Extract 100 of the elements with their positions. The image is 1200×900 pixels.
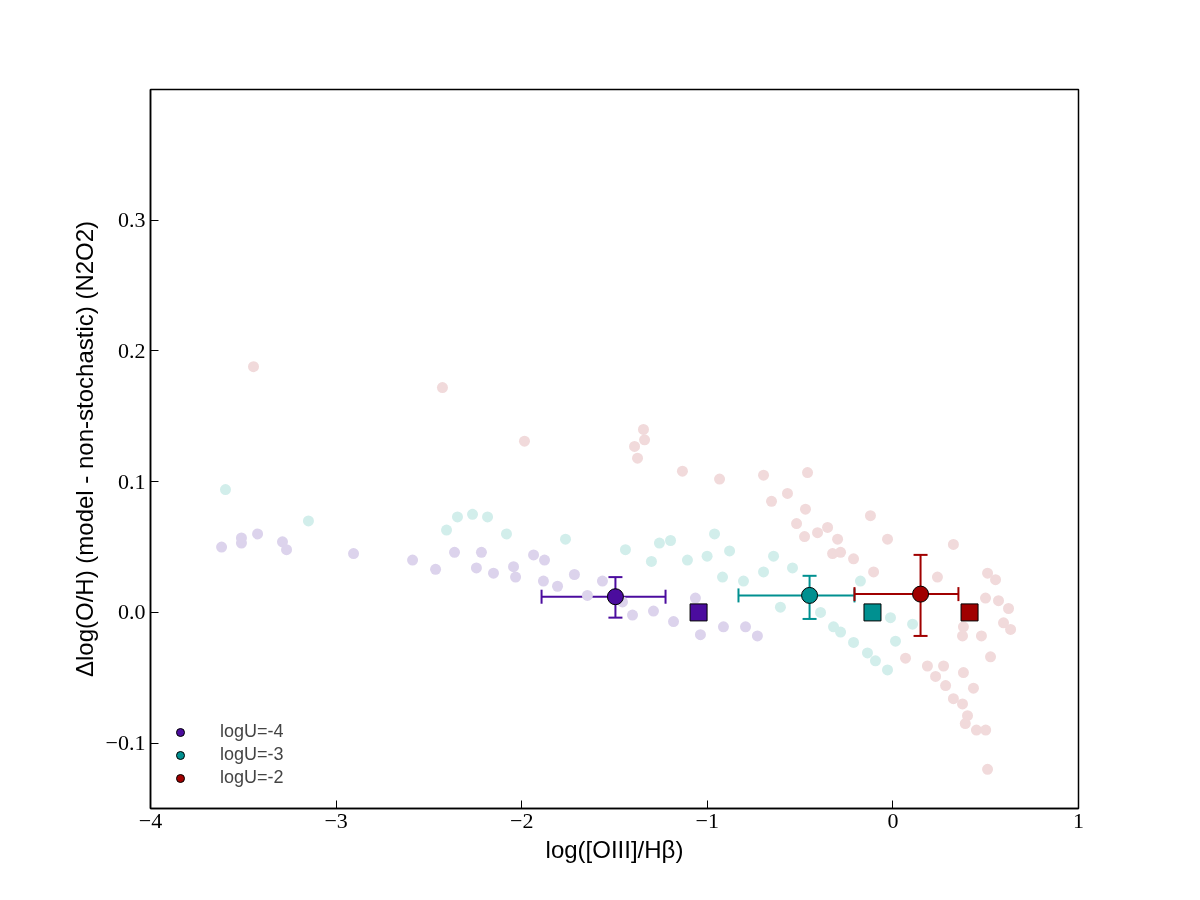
point bbox=[709, 528, 721, 540]
point bbox=[799, 503, 811, 515]
point bbox=[302, 515, 314, 527]
point bbox=[869, 655, 881, 667]
point bbox=[980, 724, 992, 736]
point bbox=[665, 535, 677, 546]
point bbox=[740, 621, 752, 633]
point bbox=[681, 554, 693, 566]
point bbox=[967, 682, 979, 694]
x-tick-label: −4 bbox=[138, 807, 163, 833]
point bbox=[248, 361, 260, 373]
point bbox=[475, 546, 487, 558]
point bbox=[828, 621, 840, 633]
point bbox=[957, 621, 969, 633]
point bbox=[835, 546, 847, 558]
point bbox=[689, 603, 708, 622]
point bbox=[960, 603, 979, 622]
point bbox=[717, 571, 729, 583]
y-tick-label: 0.0 bbox=[118, 599, 146, 625]
point bbox=[508, 561, 520, 573]
legend-label: logU=-2 bbox=[220, 767, 284, 788]
point bbox=[694, 629, 706, 641]
point bbox=[281, 544, 293, 556]
point bbox=[959, 718, 971, 730]
point bbox=[470, 562, 482, 574]
point bbox=[835, 626, 847, 638]
point bbox=[768, 550, 780, 562]
point bbox=[714, 473, 726, 485]
point bbox=[868, 566, 880, 578]
point bbox=[441, 524, 453, 536]
point bbox=[539, 554, 551, 566]
point bbox=[781, 487, 793, 499]
point bbox=[518, 435, 530, 447]
point bbox=[751, 630, 763, 642]
point bbox=[975, 630, 987, 642]
point bbox=[774, 601, 786, 613]
point bbox=[430, 563, 442, 575]
point bbox=[568, 569, 580, 580]
point bbox=[931, 571, 943, 583]
point bbox=[791, 518, 803, 529]
point bbox=[689, 592, 701, 604]
x-tick-label: 0 bbox=[887, 807, 899, 833]
point bbox=[407, 554, 419, 566]
point bbox=[348, 548, 360, 560]
x-tick-label: −2 bbox=[510, 807, 534, 833]
point bbox=[1003, 603, 1015, 614]
point bbox=[629, 440, 641, 452]
point bbox=[436, 382, 448, 394]
y-axis-title: Δlog(O/H) (model - non-stochastic) (N2O2) bbox=[70, 220, 98, 678]
point bbox=[632, 452, 644, 464]
point bbox=[528, 549, 540, 561]
point bbox=[940, 680, 952, 692]
point bbox=[848, 553, 860, 565]
y-tick-label: 0.1 bbox=[118, 468, 146, 494]
y-tick-label: −0.1 bbox=[105, 730, 146, 756]
point bbox=[276, 536, 288, 548]
point bbox=[957, 630, 968, 642]
point bbox=[907, 618, 919, 630]
point bbox=[653, 537, 665, 549]
point bbox=[724, 545, 736, 557]
point bbox=[766, 495, 778, 507]
point bbox=[668, 616, 680, 628]
point bbox=[717, 621, 729, 633]
y-tick-label: 0.2 bbox=[118, 337, 146, 363]
point bbox=[701, 550, 713, 562]
point bbox=[912, 585, 930, 603]
point bbox=[993, 595, 1005, 607]
point bbox=[938, 660, 950, 672]
point bbox=[947, 693, 959, 705]
point bbox=[758, 566, 770, 578]
x-tick-label: 1 bbox=[1073, 807, 1084, 833]
point bbox=[627, 609, 638, 621]
point bbox=[510, 571, 522, 583]
point bbox=[985, 651, 997, 663]
point bbox=[581, 589, 593, 601]
legend-label: logU=-3 bbox=[220, 744, 284, 765]
point bbox=[890, 635, 901, 647]
x-tick-label: −1 bbox=[695, 807, 720, 833]
x-axis-title: log([OIII]/Hβ) bbox=[545, 835, 684, 863]
point bbox=[990, 574, 1002, 586]
point bbox=[930, 670, 942, 682]
point bbox=[957, 698, 968, 710]
point bbox=[560, 533, 571, 545]
point bbox=[252, 528, 264, 540]
point bbox=[606, 588, 624, 606]
point bbox=[882, 664, 894, 676]
x-tick-label: −3 bbox=[324, 807, 348, 833]
point bbox=[884, 612, 896, 624]
point bbox=[864, 510, 876, 522]
point bbox=[216, 541, 228, 553]
point bbox=[815, 606, 827, 618]
point bbox=[882, 533, 894, 545]
point bbox=[921, 660, 933, 672]
point bbox=[1005, 623, 1017, 635]
point bbox=[482, 511, 494, 523]
point bbox=[639, 434, 651, 446]
point bbox=[676, 465, 688, 477]
point bbox=[449, 546, 461, 558]
point bbox=[998, 617, 1010, 629]
point bbox=[758, 469, 770, 481]
